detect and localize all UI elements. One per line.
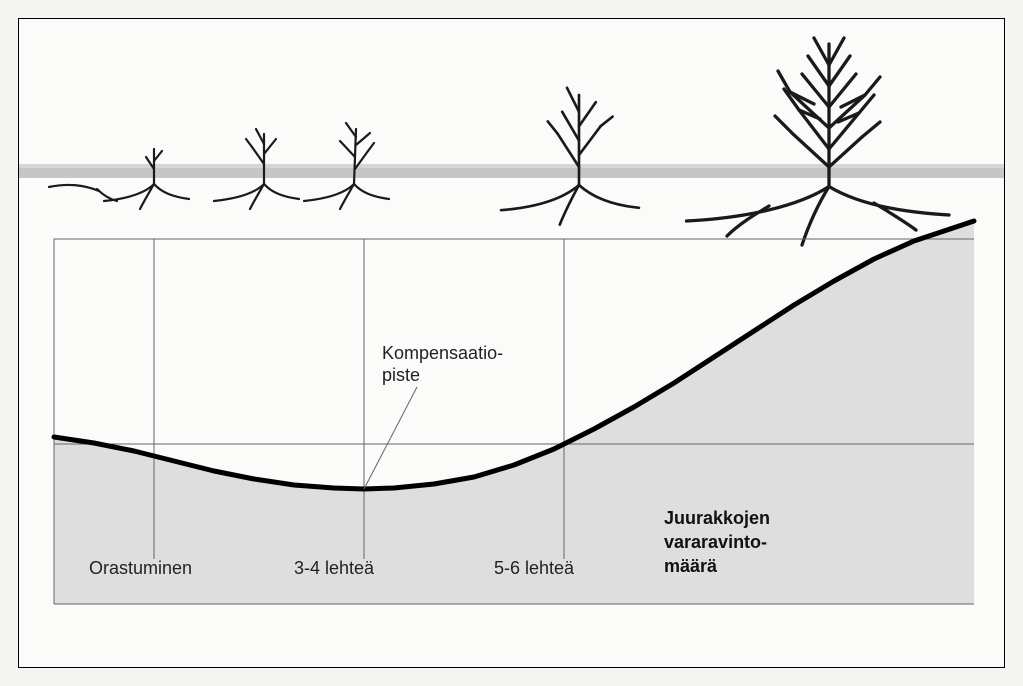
- reserve-label-1: Juurakkojen: [664, 508, 770, 528]
- diagram-svg: Kompensaatio-piste Orastuminen 3-4 lehteä 5…: [19, 19, 1005, 668]
- diagram-frame: Kompensaatio-piste Orastuminen 3-4 lehteä 5…: [18, 18, 1005, 668]
- plant-sprout: [49, 185, 117, 201]
- compensation-point-label-2: piste: [382, 365, 420, 385]
- stage-label-5-6: 5-6 lehteä: [494, 558, 575, 578]
- plant-seedling: [104, 149, 189, 209]
- reserve-label-3: määrä: [664, 556, 718, 576]
- reserve-label-2: vararavinto-: [664, 532, 767, 552]
- stage-label-orastuminen: Orastuminen: [89, 558, 192, 578]
- plant-large: [687, 38, 950, 245]
- stage-label-3-4: 3-4 lehteä: [294, 558, 375, 578]
- compensation-leader: [364, 387, 417, 489]
- compensation-point-label: Kompensaatio-: [382, 343, 503, 363]
- plant-medium: [501, 88, 639, 225]
